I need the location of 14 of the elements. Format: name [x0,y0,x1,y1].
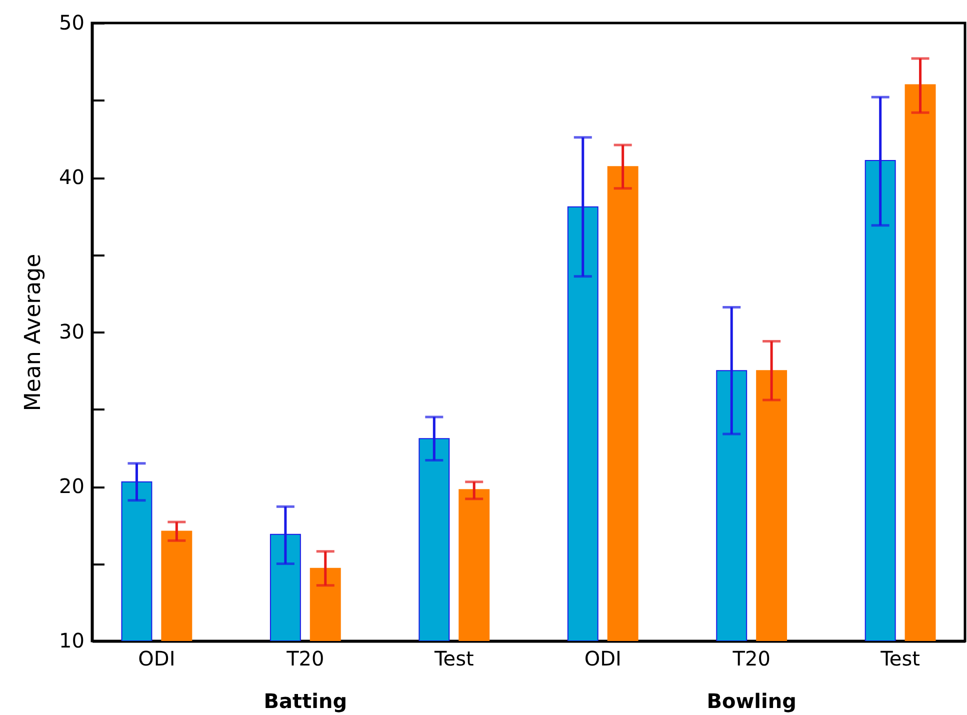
x-tick-label: T20 [732,646,770,670]
y-tick-label: 50 [59,10,84,34]
y-axis-title: Mean Average [21,254,46,412]
text: Batting [264,689,348,713]
text: Bowling [706,689,796,713]
x-tick-label: Test [880,646,920,670]
x-tick-label: Test [433,646,474,670]
x-tick-label: ODI [584,646,622,670]
x-tick-label: ODI [138,646,176,670]
y-tick-label: 20 [59,474,84,498]
y-tick-label: 10 [59,628,84,652]
y-tick-label: 30 [59,320,84,344]
y-tick-label: 40 [59,165,84,189]
x-tick-label: T20 [286,646,324,670]
